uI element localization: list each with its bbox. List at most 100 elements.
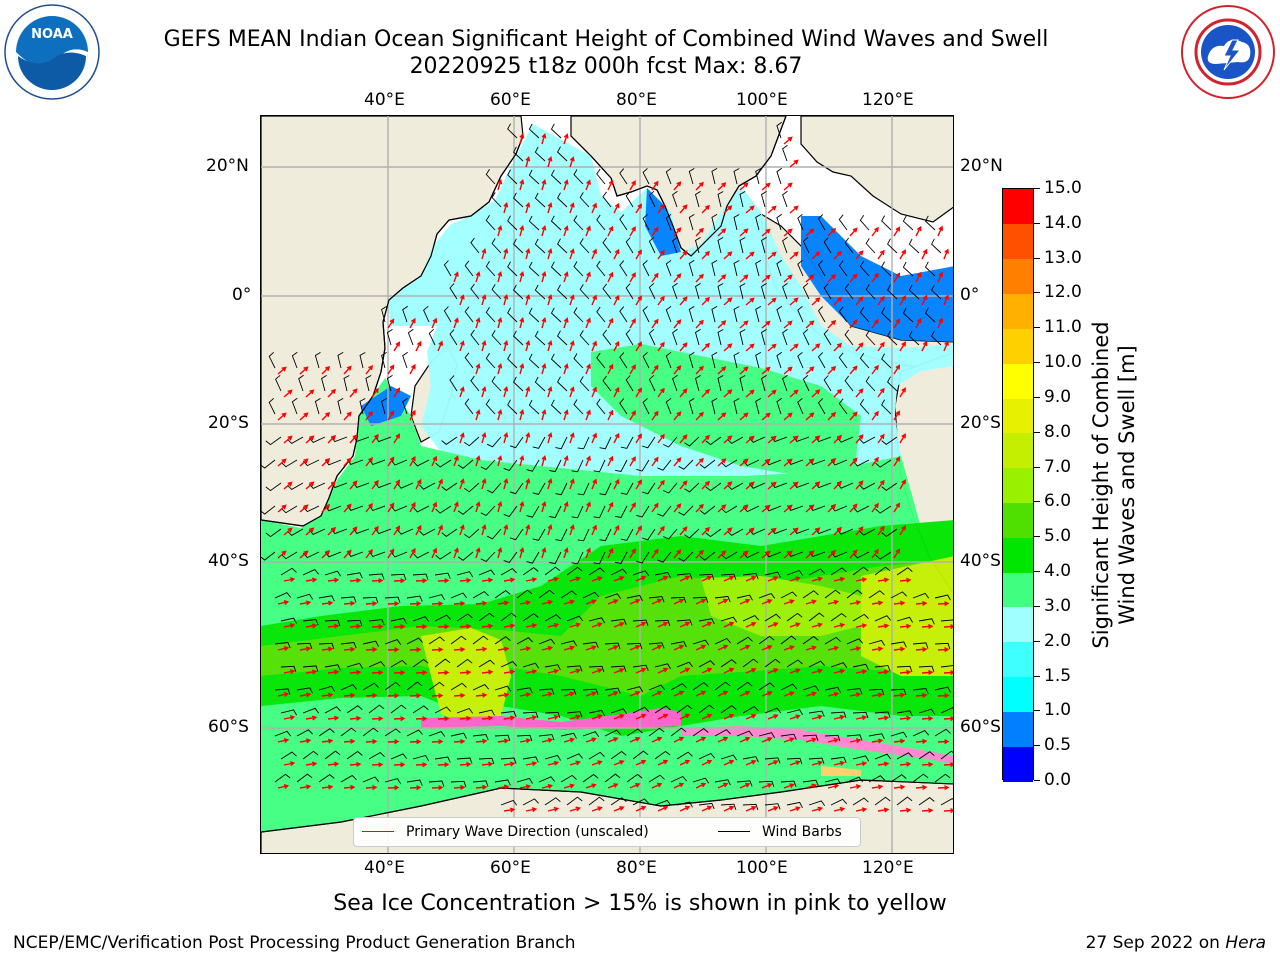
wave-direction-arrow (305, 761, 318, 767)
wave-direction-arrow (921, 669, 934, 675)
wave-direction-arrow (635, 341, 642, 352)
wave-direction-arrow (877, 623, 890, 629)
wind-barb (450, 732, 467, 739)
chart-title: GEFS MEAN Indian Ocean Significant Heigh… (163, 27, 1049, 52)
wave-direction-arrow (805, 228, 815, 237)
wave-direction-arrow (717, 550, 727, 559)
wind-barb (684, 528, 700, 539)
wind-barb (802, 236, 810, 254)
wave-direction-arrow (475, 317, 481, 329)
wind-barb (500, 710, 517, 718)
wave-direction-arrow (943, 716, 953, 722)
wave-direction-arrow (915, 600, 928, 606)
wave-direction-arrow (525, 202, 531, 214)
wind-barb (318, 595, 335, 602)
wave-direction-arrow (299, 692, 312, 698)
wind-barb (509, 482, 524, 495)
wind-barb (711, 168, 718, 185)
wave-direction-arrow (855, 480, 864, 490)
wind-barb (287, 436, 304, 444)
wind-barb (486, 528, 502, 540)
wave-direction-arrow (613, 248, 620, 260)
wave-direction-arrow (673, 365, 682, 375)
wave-direction-arrow (283, 623, 296, 629)
wind-barb (720, 573, 737, 581)
wave-direction-arrow (805, 783, 817, 789)
wave-direction-arrow (657, 575, 669, 582)
wave-direction-arrow (855, 577, 868, 583)
wave-direction-arrow (519, 363, 525, 375)
wave-direction-arrow (541, 455, 547, 467)
wind-barb (786, 459, 804, 465)
wave-direction-arrow (591, 248, 597, 260)
wind-barb (865, 330, 876, 346)
wave-direction-arrow (437, 624, 450, 630)
colorbar-segment (1003, 502, 1033, 538)
lat-tick-left-0: 0° (232, 285, 252, 305)
wave-direction-arrow (827, 273, 837, 283)
wind-barb (786, 801, 803, 809)
wave-direction-arrow (635, 203, 642, 214)
wind-barb (720, 803, 737, 811)
wave-direction-arrow (701, 342, 711, 352)
wind-barb (406, 681, 423, 691)
wind-barb (648, 328, 656, 346)
wave-direction-arrow (899, 761, 912, 767)
wind-barb (412, 658, 429, 668)
wave-direction-arrow (673, 319, 682, 329)
wind-barb (566, 615, 584, 622)
wave-direction-arrow (591, 386, 597, 398)
wave-direction-arrow (437, 578, 450, 584)
wave-direction-arrow (365, 692, 378, 699)
wind-barb (808, 757, 825, 764)
wind-barb (500, 612, 517, 622)
wave-direction-arrow (893, 272, 901, 283)
wave-direction-arrow (607, 409, 614, 421)
wind-barb (396, 528, 414, 535)
wave-direction-arrow (937, 601, 950, 607)
wave-direction-arrow (525, 432, 531, 444)
wind-barb (302, 665, 319, 672)
wind-barb (940, 707, 953, 714)
wind-barb (626, 686, 643, 693)
wave-direction-arrow (569, 622, 581, 628)
wave-direction-arrow (855, 250, 864, 260)
wave-direction-arrow (811, 760, 823, 766)
wind-barb (846, 688, 863, 695)
wind-barb (875, 505, 892, 514)
wind-barb (780, 683, 798, 691)
wave-direction-arrow (409, 501, 416, 513)
wave-direction-arrow (745, 297, 755, 306)
wind-barb (802, 374, 810, 392)
wave-direction-arrow (415, 716, 428, 722)
wave-direction-arrow (833, 434, 843, 444)
wave-direction-arrow (431, 739, 444, 745)
colorbar-tick-label: 10.0 (1044, 352, 1082, 373)
wind-barb (934, 642, 951, 650)
wave-direction-arrow (877, 761, 890, 767)
wave-direction-arrow (365, 646, 378, 653)
wind-barb (384, 639, 402, 645)
wind-barb (557, 284, 568, 300)
wave-direction-arrow (409, 739, 422, 745)
wind-barb (648, 727, 665, 737)
wind-barb (368, 751, 385, 760)
wave-direction-arrow (811, 343, 821, 352)
wave-direction-arrow (943, 624, 953, 630)
wave-direction-arrow (937, 785, 950, 791)
wave-direction-arrow (701, 480, 711, 490)
wave-direction-arrow (761, 783, 773, 789)
wind-barb (602, 329, 612, 346)
wave-direction-arrow (305, 669, 318, 675)
wave-direction-arrow (607, 179, 614, 191)
wind-barb (346, 572, 363, 579)
wind-barb (434, 706, 451, 714)
wave-direction-arrow (673, 181, 682, 191)
wave-direction-arrow (343, 549, 352, 559)
wind-barb (526, 505, 540, 518)
wind-barb (797, 397, 804, 415)
wave-direction-arrow (635, 575, 647, 582)
wind-barb (823, 375, 832, 392)
wind-barb (428, 731, 446, 737)
wind-barb (705, 482, 722, 492)
